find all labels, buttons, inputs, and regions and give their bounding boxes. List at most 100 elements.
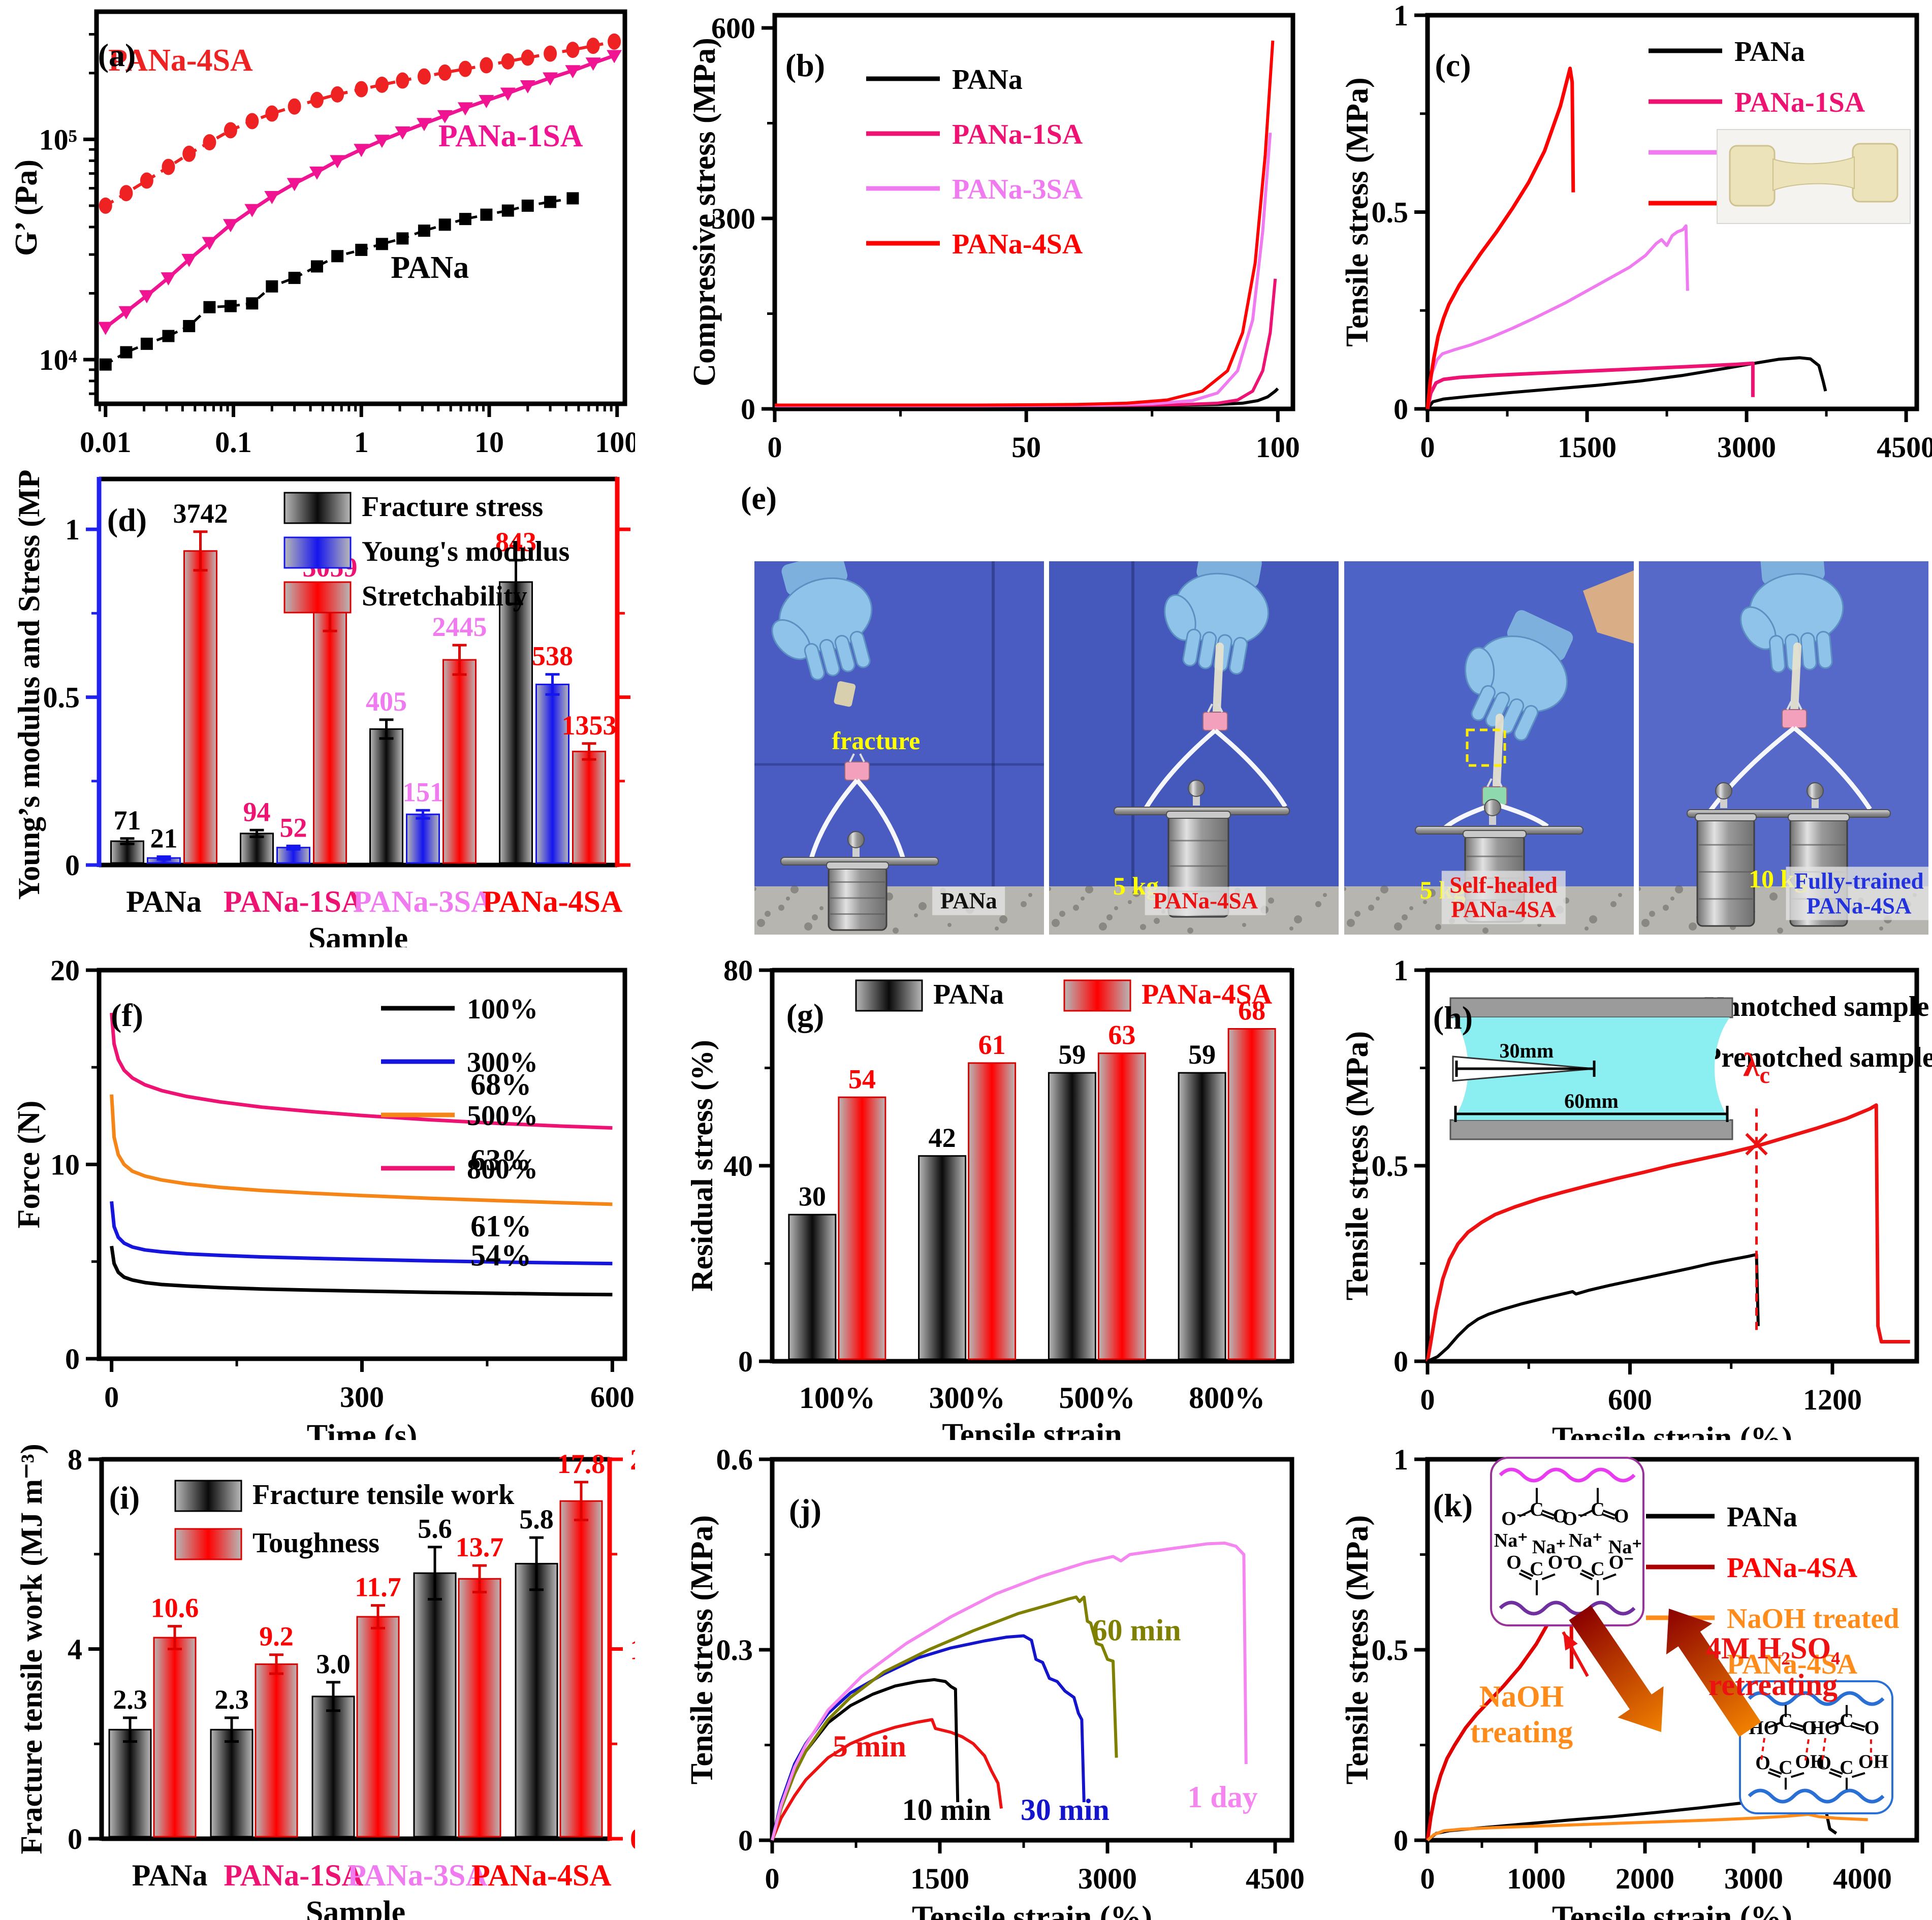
left-tick-label: 80 bbox=[723, 954, 753, 987]
left-axis-title: Young’s modulus and Stress (MPa) bbox=[12, 470, 46, 900]
chem-label: O bbox=[1553, 1506, 1568, 1527]
chem-label: C bbox=[1840, 1710, 1853, 1732]
photo-caption-fullytrained: Fully-trained PANa-4SA bbox=[1786, 867, 1928, 920]
marker-triangle bbox=[181, 253, 197, 267]
marker-square bbox=[396, 232, 409, 245]
floor-speckle bbox=[1689, 922, 1697, 931]
y-tick-label: 20 bbox=[50, 954, 80, 987]
glove-finger bbox=[1768, 635, 1786, 674]
legend-label: PANa-1SA bbox=[952, 119, 1083, 150]
bar-value-label: 10.6 bbox=[151, 1593, 199, 1623]
panel-k-treatment-chart: 0 1000 2000 3000 4000 0 0.5 1 Tensile strain (%)… bbox=[1323, 1445, 1932, 1920]
binder-clip bbox=[1782, 709, 1807, 728]
bond bbox=[1789, 1725, 1803, 1732]
glove-finger bbox=[1471, 685, 1496, 721]
bar-fracture-tensile-work bbox=[413, 1572, 457, 1838]
category-label: PANa bbox=[126, 885, 202, 918]
binder-clip-handles bbox=[1786, 701, 1802, 710]
floor-speckle bbox=[1675, 885, 1683, 893]
x-tick-label: 3000 bbox=[1717, 431, 1776, 462]
glove-finger bbox=[1198, 631, 1217, 669]
chem-label: C bbox=[1779, 1757, 1792, 1778]
floor-speckle bbox=[1402, 914, 1408, 920]
legend-label: PANa-3SA bbox=[952, 174, 1083, 205]
marker-circle bbox=[521, 49, 534, 66]
x-tick-label: 10 bbox=[474, 426, 504, 459]
floor-speckle bbox=[999, 915, 1007, 923]
glove-finger bbox=[1816, 631, 1833, 669]
bar-toughness bbox=[255, 1663, 298, 1838]
bar-stretchability bbox=[572, 750, 606, 864]
bar-value-label: 13.7 bbox=[456, 1532, 504, 1562]
floor-speckle bbox=[1140, 924, 1146, 930]
series-300% bbox=[110, 1201, 613, 1266]
legend-label: PANa-4SA bbox=[952, 229, 1083, 260]
x-tick-label: 1000 bbox=[1507, 1862, 1566, 1895]
right-tick-label: 20 bbox=[630, 1445, 635, 1476]
specimen-grip bbox=[1852, 143, 1898, 203]
chem-label: O⁻ bbox=[1609, 1552, 1634, 1573]
glove-finger bbox=[1800, 632, 1817, 670]
bar-value-label: 17.8 bbox=[557, 1449, 606, 1479]
legend-label: PANa bbox=[933, 979, 1004, 1010]
x-tick-label: 3000 bbox=[1078, 1862, 1137, 1895]
bond bbox=[1602, 1510, 1617, 1517]
floor-speckle bbox=[1289, 926, 1293, 931]
chem-label: O bbox=[1506, 1552, 1522, 1573]
bond bbox=[1540, 1513, 1555, 1520]
sample-fragment bbox=[834, 681, 856, 707]
legend-label: Unnotched sample bbox=[1704, 991, 1929, 1022]
bar-value-label: 1353 bbox=[562, 710, 617, 741]
marker-square bbox=[266, 280, 278, 293]
marker-triangle bbox=[479, 95, 494, 109]
chart-h-svg: 0 600 1200 0 0.5 1 Tensile strain (%) Tensile s… bbox=[1340, 954, 1932, 1440]
chem-label: C bbox=[1779, 1710, 1792, 1732]
legend-label: Fracture tensile work bbox=[252, 1479, 515, 1511]
floor-speckle bbox=[1099, 922, 1107, 931]
marker-square bbox=[99, 358, 112, 371]
glove-hand bbox=[771, 561, 873, 681]
glove-hand bbox=[1164, 561, 1269, 675]
panel-tag: (j) bbox=[789, 1492, 821, 1528]
panel-g-residual-bars: 0 40 80 Residual stress (%) Tensile strain 30… bbox=[653, 952, 1308, 1440]
lambda-c-label: λc bbox=[1743, 1046, 1770, 1088]
bar-fracture-tensile-work bbox=[210, 1729, 254, 1838]
weight-knob bbox=[1188, 780, 1205, 797]
marker-triangle bbox=[543, 72, 558, 86]
dim-60-label: 60mm bbox=[1564, 1090, 1619, 1112]
marker-circle bbox=[417, 68, 431, 85]
weight-cap bbox=[1463, 830, 1527, 838]
panel-e-tag: (e) bbox=[741, 480, 777, 516]
marker-circle bbox=[245, 113, 259, 130]
caption-line: PANa-4SA bbox=[1451, 897, 1556, 922]
x-axis-title: Tensile strain (%) bbox=[1552, 1900, 1792, 1920]
clamp-bottom bbox=[1449, 1119, 1733, 1140]
weight-knob bbox=[1715, 782, 1732, 799]
x-tick-label: 600 bbox=[590, 1381, 635, 1414]
chem-label: Na⁺ bbox=[1569, 1530, 1603, 1551]
marker-circle bbox=[458, 60, 472, 77]
y-tick-label: 1 bbox=[1393, 954, 1408, 987]
annotation: 54% bbox=[470, 1238, 531, 1272]
legend-swatch bbox=[1063, 979, 1131, 1012]
marker-circle bbox=[119, 185, 133, 202]
marker-circle bbox=[355, 81, 368, 98]
bar-fracture-stress bbox=[369, 728, 403, 864]
bar-value-label: 59 bbox=[1058, 1039, 1086, 1070]
bar-pana bbox=[1048, 1072, 1096, 1360]
bar-value-label: 21 bbox=[150, 823, 178, 853]
x-tick-label: 4000 bbox=[1833, 1862, 1892, 1895]
bar-pana bbox=[918, 1155, 967, 1360]
bond bbox=[1579, 1572, 1593, 1581]
marker-triangle bbox=[374, 135, 390, 148]
gel-strand bbox=[855, 779, 905, 858]
bond bbox=[1767, 1771, 1781, 1778]
floor-speckle bbox=[1641, 919, 1650, 927]
photo-caption-pana4sa: PANa-4SA bbox=[1145, 886, 1266, 916]
bar-toughness bbox=[153, 1637, 197, 1838]
marker-triangle bbox=[202, 237, 217, 250]
floor-speckle bbox=[1242, 923, 1246, 927]
floor-speckle bbox=[1059, 911, 1065, 917]
bar-fracture-tensile-work bbox=[311, 1695, 355, 1838]
